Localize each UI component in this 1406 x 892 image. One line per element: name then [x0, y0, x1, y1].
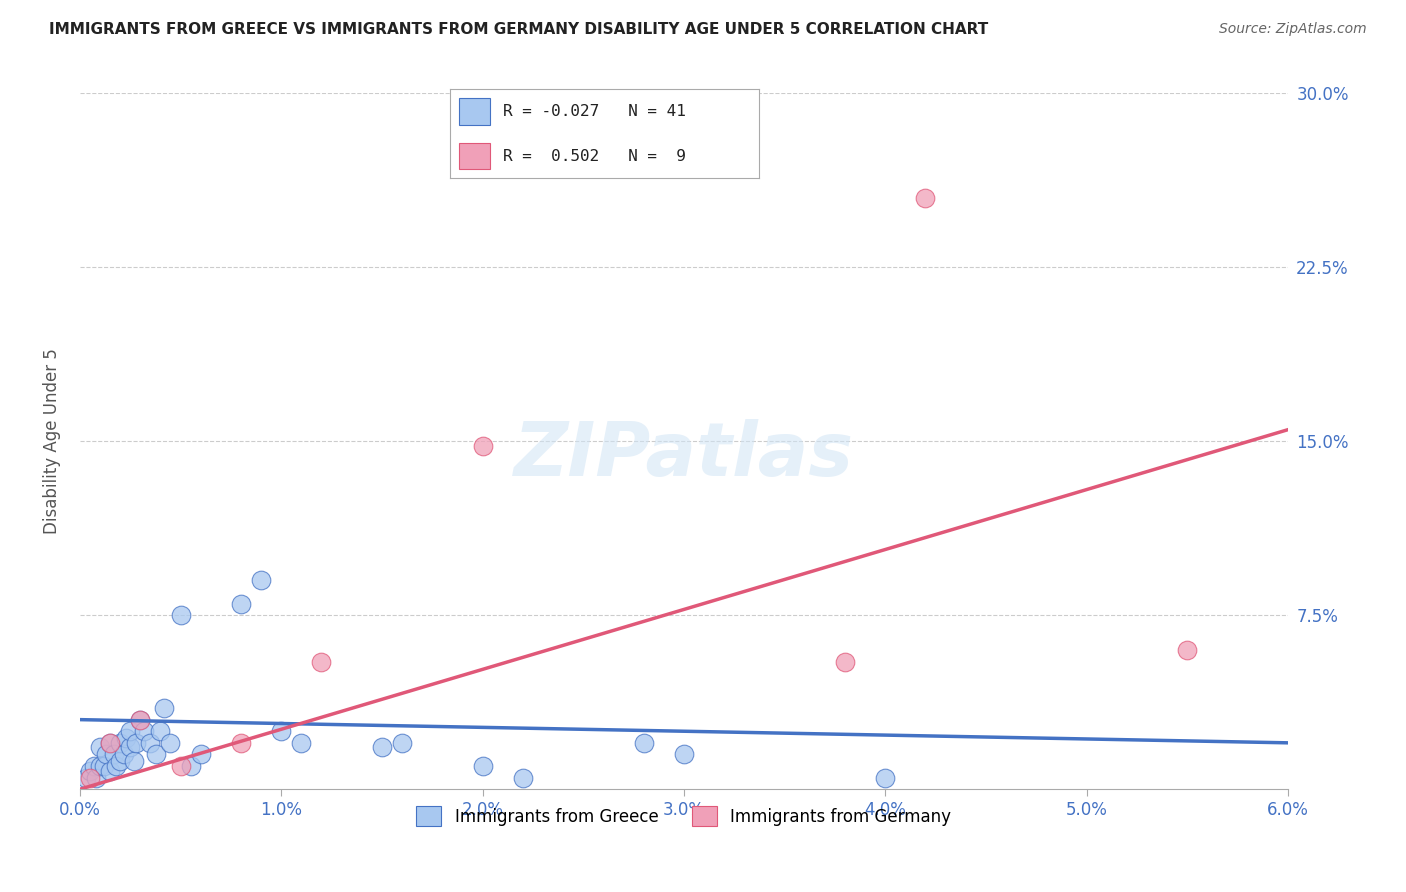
Point [169, 608, 191, 623]
Point [108, 736, 131, 750]
Point [89, 759, 111, 773]
Text: R = -0.027   N = 41: R = -0.027 N = 41 [502, 104, 685, 119]
Point [250, 574, 273, 588]
Point [112, 747, 135, 762]
Point [103, 747, 125, 762]
Point [169, 759, 191, 773]
Point [79, 771, 101, 785]
Point [125, 736, 148, 750]
Text: R =  0.502   N =  9: R = 0.502 N = 9 [502, 149, 685, 163]
Point [229, 597, 252, 611]
Point [129, 713, 152, 727]
Point [79, 764, 101, 778]
Bar [460, 143, 491, 169]
Point [270, 724, 292, 739]
Point [139, 736, 162, 750]
Point [672, 747, 695, 762]
Point [471, 439, 494, 453]
Point [159, 736, 181, 750]
Point [633, 736, 655, 750]
Point [471, 759, 494, 773]
Point [75, 771, 97, 785]
Point [94, 747, 117, 762]
Point [512, 771, 534, 785]
Bar [460, 98, 491, 125]
Point [98, 736, 121, 750]
Point [391, 736, 413, 750]
Legend: Immigrants from Greece, Immigrants from Germany: Immigrants from Greece, Immigrants from … [409, 799, 957, 833]
Point [122, 755, 145, 769]
Point [149, 724, 172, 739]
Text: ZIPatlas: ZIPatlas [513, 418, 853, 491]
Point [83, 759, 105, 773]
Point [108, 755, 131, 769]
Y-axis label: Disability Age Under 5: Disability Age Under 5 [44, 349, 60, 534]
Point [875, 771, 897, 785]
Point [84, 771, 107, 785]
Point [180, 759, 202, 773]
Point [115, 731, 138, 746]
Point [190, 747, 212, 762]
Point [834, 655, 856, 669]
Point [89, 740, 111, 755]
Point [290, 736, 312, 750]
Point [129, 713, 152, 727]
Point [311, 655, 333, 669]
Text: IMMIGRANTS FROM GREECE VS IMMIGRANTS FROM GERMANY DISABILITY AGE UNDER 5 CORRELA: IMMIGRANTS FROM GREECE VS IMMIGRANTS FRO… [49, 22, 988, 37]
Point [120, 724, 142, 739]
Point [120, 740, 142, 755]
Point [98, 736, 121, 750]
Point [914, 191, 936, 205]
Point [93, 759, 115, 773]
Point [134, 724, 156, 739]
Text: Source: ZipAtlas.com: Source: ZipAtlas.com [1219, 22, 1367, 37]
Point [145, 747, 167, 762]
Point [153, 701, 176, 715]
Point [98, 764, 121, 778]
Point [229, 736, 252, 750]
Point [1175, 643, 1198, 657]
Point [371, 740, 394, 755]
Point [105, 759, 128, 773]
